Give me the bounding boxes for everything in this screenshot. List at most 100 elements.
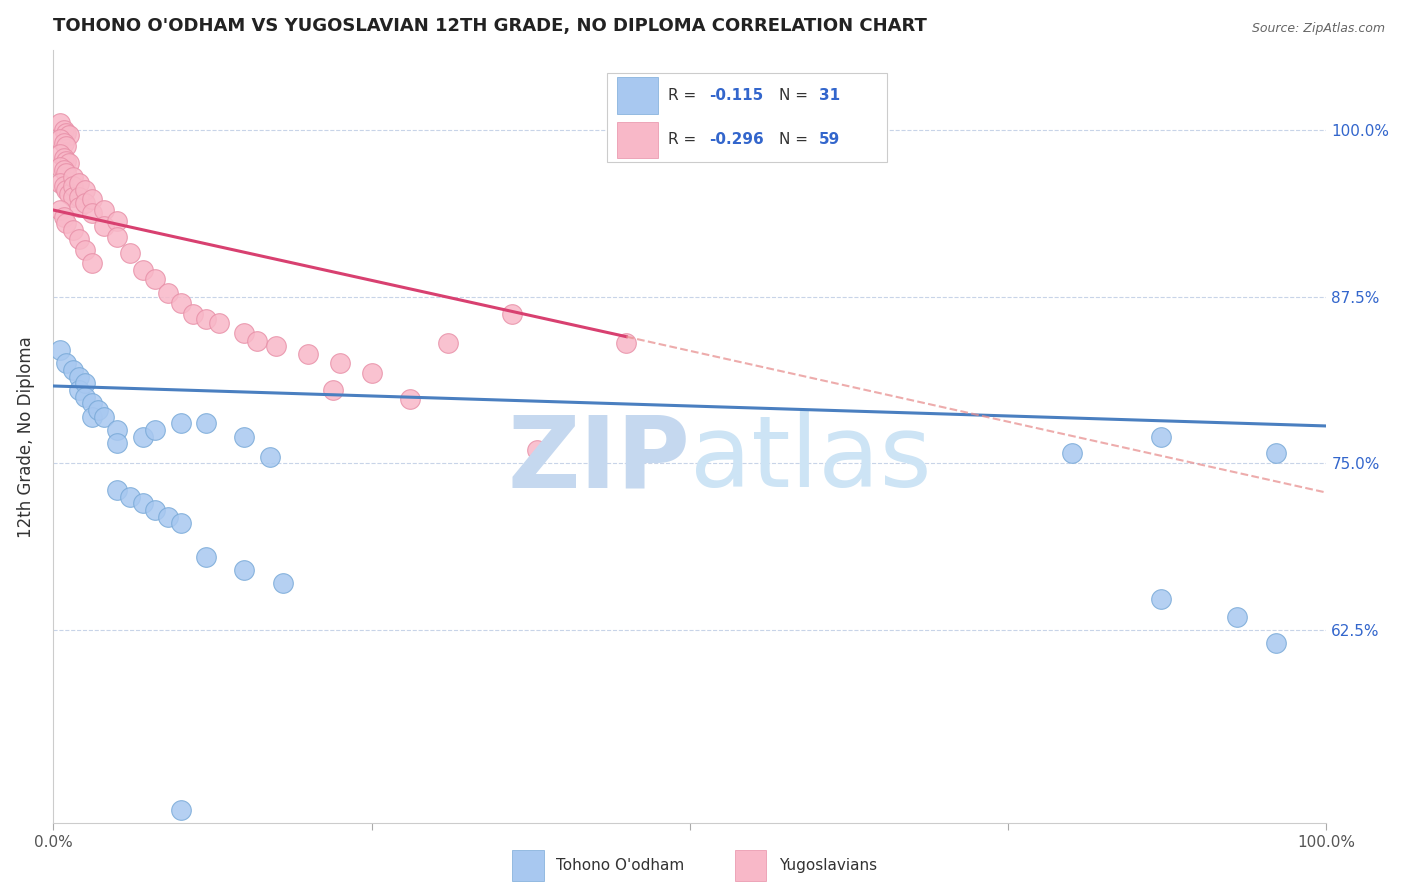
Text: -0.296: -0.296 — [709, 133, 763, 147]
Point — [131, 496, 153, 510]
FancyBboxPatch shape — [734, 850, 766, 881]
Point — [170, 417, 193, 431]
Point — [55, 356, 77, 370]
Point — [80, 205, 103, 219]
Point — [143, 503, 166, 517]
Point — [233, 429, 256, 443]
Point — [1226, 609, 1249, 624]
Point — [52, 136, 75, 151]
Point — [264, 339, 287, 353]
Point — [143, 423, 166, 437]
Point — [52, 151, 75, 165]
Point — [170, 296, 193, 310]
Point — [62, 169, 84, 184]
FancyBboxPatch shape — [617, 78, 658, 114]
Point — [49, 161, 72, 175]
Point — [67, 177, 90, 191]
FancyBboxPatch shape — [617, 121, 658, 159]
Point — [75, 390, 97, 404]
Point — [437, 336, 460, 351]
Point — [55, 183, 77, 197]
Text: 31: 31 — [818, 88, 839, 103]
Point — [246, 334, 269, 348]
Text: Yugoslavians: Yugoslavians — [779, 858, 877, 873]
Point — [93, 219, 115, 233]
Text: N =: N = — [779, 133, 813, 147]
Point — [1060, 445, 1083, 459]
Point — [208, 316, 231, 330]
Point — [75, 376, 97, 391]
Text: Tohono O'odham: Tohono O'odham — [557, 858, 685, 873]
Point — [1264, 636, 1286, 650]
Point — [52, 210, 75, 224]
FancyBboxPatch shape — [607, 73, 887, 162]
Point — [170, 516, 193, 531]
Point — [52, 163, 75, 178]
Point — [75, 183, 97, 197]
Point — [87, 403, 110, 417]
Point — [233, 326, 256, 340]
Point — [399, 392, 422, 407]
Point — [195, 549, 218, 564]
Point — [75, 196, 97, 211]
Point — [49, 132, 72, 146]
Point — [131, 263, 153, 277]
Point — [143, 272, 166, 286]
Point — [170, 803, 193, 817]
Point — [322, 383, 344, 397]
Point — [105, 229, 128, 244]
Point — [80, 396, 103, 410]
Point — [183, 307, 205, 321]
Point — [360, 366, 382, 380]
Point — [55, 153, 77, 168]
Point — [55, 139, 77, 153]
Point — [271, 576, 294, 591]
Point — [58, 156, 80, 170]
Point — [131, 429, 153, 443]
Point — [614, 336, 637, 351]
FancyBboxPatch shape — [512, 850, 544, 881]
Point — [62, 223, 84, 237]
Point — [67, 383, 90, 397]
Point — [105, 483, 128, 497]
Point — [526, 442, 548, 457]
Point — [67, 190, 90, 204]
Point — [67, 200, 90, 214]
Point — [58, 128, 80, 143]
Point — [58, 187, 80, 202]
Point — [329, 356, 352, 370]
Point — [55, 166, 77, 180]
Point — [55, 216, 77, 230]
Text: 59: 59 — [818, 133, 839, 147]
Point — [62, 179, 84, 194]
Point — [67, 369, 90, 384]
Text: -0.115: -0.115 — [709, 88, 763, 103]
Text: ZIP: ZIP — [508, 411, 690, 508]
Point — [55, 126, 77, 140]
Text: atlas: atlas — [690, 411, 932, 508]
Point — [1150, 429, 1173, 443]
Point — [67, 232, 90, 246]
Point — [156, 509, 179, 524]
Point — [105, 213, 128, 227]
Text: TOHONO O'ODHAM VS YUGOSLAVIAN 12TH GRADE, NO DIPLOMA CORRELATION CHART: TOHONO O'ODHAM VS YUGOSLAVIAN 12TH GRADE… — [53, 17, 928, 35]
Point — [75, 243, 97, 257]
Point — [844, 116, 866, 130]
Point — [49, 343, 72, 357]
Point — [52, 123, 75, 137]
Point — [105, 423, 128, 437]
Point — [80, 409, 103, 424]
Point — [259, 450, 281, 464]
Text: R =: R = — [668, 88, 702, 103]
Point — [62, 190, 84, 204]
Point — [297, 347, 319, 361]
Point — [118, 490, 141, 504]
Text: Source: ZipAtlas.com: Source: ZipAtlas.com — [1251, 22, 1385, 36]
Y-axis label: 12th Grade, No Diploma: 12th Grade, No Diploma — [17, 335, 35, 538]
Point — [80, 256, 103, 270]
Point — [1264, 445, 1286, 459]
Point — [233, 563, 256, 577]
Point — [49, 202, 72, 217]
Point — [93, 409, 115, 424]
Point — [156, 285, 179, 300]
